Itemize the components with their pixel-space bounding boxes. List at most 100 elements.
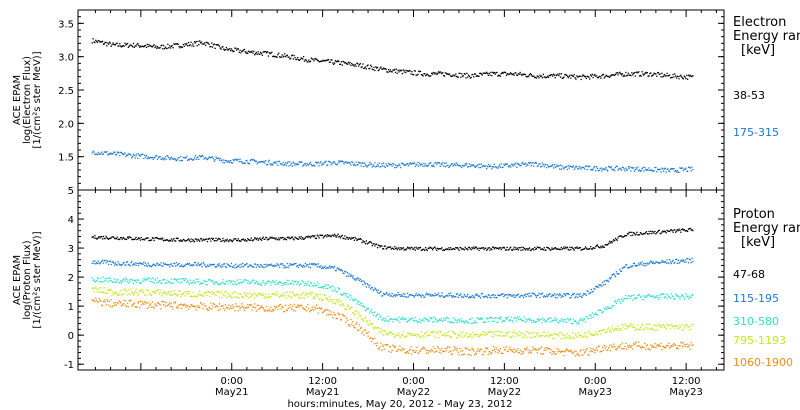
proton-data-point: [414, 294, 416, 296]
proton-data-point: [190, 295, 192, 297]
electron-data-point: [99, 153, 101, 155]
proton-data-point: [225, 307, 227, 309]
proton-data-point: [426, 249, 428, 252]
proton-data-point: [468, 318, 471, 320]
proton-data-point: [255, 310, 257, 312]
electron-data-point: [151, 156, 154, 159]
electron-data-point: [123, 153, 125, 155]
proton-data-point: [157, 289, 160, 291]
electron-data-point: [174, 158, 176, 160]
proton-data-point: [249, 296, 251, 298]
proton-data-point: [245, 294, 247, 296]
proton-data-point: [557, 293, 559, 295]
electron-data-point: [679, 75, 681, 77]
electron-data-point: [470, 76, 472, 79]
proton-data-point: [155, 237, 157, 239]
electron-data-point: [193, 41, 196, 43]
proton-data-point: [274, 238, 276, 240]
proton-data-point: [565, 293, 568, 295]
electron-data-point: [391, 165, 393, 167]
proton-data-point: [168, 291, 170, 293]
proton-data-point: [350, 307, 352, 309]
electron-data-point: [663, 73, 666, 76]
proton-data-point: [398, 293, 400, 296]
proton-data-point: [111, 294, 113, 296]
electron-data-point: [565, 166, 567, 168]
proton-data-point: [252, 306, 254, 308]
proton-data-point: [228, 304, 230, 306]
proton-data-point: [407, 352, 410, 354]
proton-data-point: [108, 237, 111, 240]
proton-data-point: [388, 350, 390, 353]
proton-data-point: [547, 247, 550, 249]
proton-data-point: [594, 313, 596, 315]
proton-data-point: [359, 315, 361, 317]
electron-data-point: [414, 70, 416, 72]
proton-data-point: [471, 296, 473, 299]
proton-data-point: [443, 350, 445, 353]
electron-data-point: [103, 43, 105, 45]
proton-data-point: [360, 326, 362, 329]
proton-data-point: [498, 330, 500, 333]
proton-data-point: [293, 281, 295, 283]
proton-data-point: [394, 336, 397, 338]
proton-data-point: [522, 320, 525, 322]
electron-data-point: [309, 60, 312, 62]
electron-data-point: [349, 61, 351, 64]
electron-data-point: [644, 71, 647, 74]
proton-data-point: [272, 237, 274, 239]
proton-data-point: [546, 334, 548, 337]
electron-data-point: [216, 157, 218, 160]
electron-data-point: [596, 166, 598, 168]
proton-data-point: [318, 237, 320, 239]
proton-data-point: [460, 247, 462, 249]
proton-data-point: [478, 318, 480, 320]
electron-data-point: [601, 75, 603, 77]
proton-data-point: [168, 303, 170, 306]
proton-data-point: [201, 240, 203, 242]
proton-data-point: [635, 233, 637, 235]
electron-data-point: [657, 72, 659, 74]
proton-data-point: [661, 260, 663, 262]
electron-data-point: [256, 163, 258, 165]
proton-data-point: [606, 330, 608, 332]
electron-data-point: [518, 73, 520, 75]
proton-data-point: [413, 248, 415, 250]
proton-data-point: [295, 262, 297, 265]
electron-data-point: [335, 164, 337, 166]
proton-data-point: [268, 308, 270, 310]
electron-data-point: [563, 76, 565, 78]
proton-data-point: [668, 296, 670, 298]
proton-data-point: [434, 292, 436, 295]
proton-data-point: [148, 290, 150, 292]
proton-data-point: [207, 290, 209, 293]
proton-data-point: [469, 335, 471, 337]
electron-data-point: [675, 77, 678, 79]
proton-data-point: [590, 333, 593, 336]
electron-data-point: [196, 157, 198, 159]
proton-data-point: [194, 238, 196, 240]
proton-data-point: [188, 239, 190, 241]
proton-data-point: [325, 287, 327, 290]
electron-data-point: [93, 41, 95, 43]
proton-data-point: [219, 283, 221, 285]
proton-data-point: [365, 321, 367, 323]
proton-data-point: [375, 327, 377, 329]
proton-data-point: [254, 263, 257, 265]
proton-data-point: [255, 266, 257, 268]
proton-data-point: [660, 232, 662, 235]
electron-data-point: [449, 164, 452, 166]
proton-data-point: [263, 282, 265, 284]
proton-data-point: [656, 232, 658, 234]
proton-data-point: [624, 298, 626, 300]
proton-data-point: [342, 272, 344, 274]
proton-data-point: [556, 297, 558, 299]
electron-data-point: [486, 166, 489, 168]
electron-data-point: [109, 42, 111, 44]
electron-data-point: [272, 162, 275, 164]
proton-data-point: [311, 263, 313, 265]
proton-data-point: [627, 326, 630, 328]
electron-data-point: [298, 161, 300, 163]
proton-data-point: [608, 307, 610, 309]
proton-data-point: [337, 301, 339, 303]
